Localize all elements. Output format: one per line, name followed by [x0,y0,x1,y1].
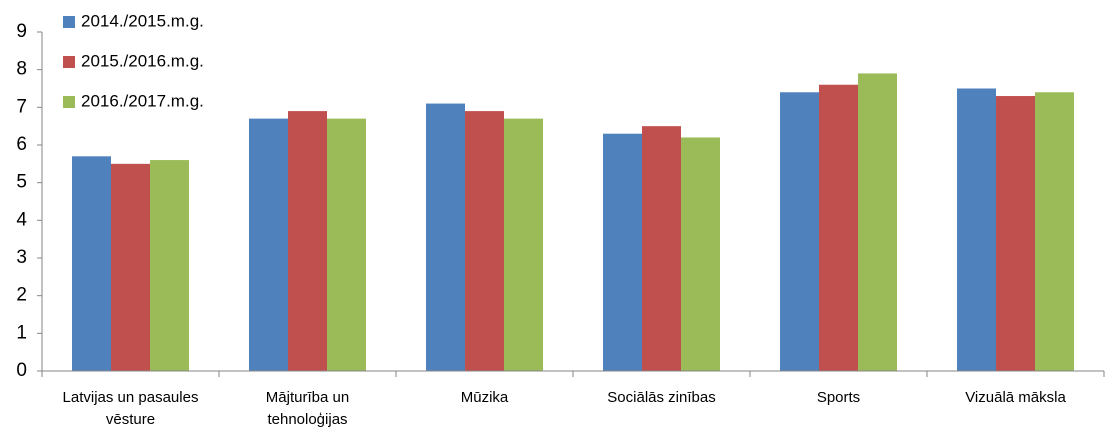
x-tick-label: Latvijas un pasaules [63,389,199,406]
legend-label: 2015./2016.m.g. [81,51,204,70]
x-tick-label: Mūzika [461,389,509,406]
bar [504,118,543,371]
x-tick-label: Vizuālā māksla [965,389,1066,406]
bar [858,73,897,371]
legend-swatch [63,56,75,68]
y-tick-label: 5 [16,172,27,193]
legend-swatch [63,96,75,108]
y-tick-label: 2 [16,285,27,306]
bar [1035,92,1074,372]
bar [465,111,504,371]
y-tick-label: 3 [16,247,27,268]
bar [249,118,288,371]
y-tick-label: 8 [16,59,27,80]
y-tick-label: 0 [16,360,27,381]
bar [780,92,819,372]
bar [72,156,111,371]
bar [819,84,858,371]
y-tick-label: 9 [16,21,27,42]
y-tick-label: 6 [16,134,27,155]
bar [150,160,189,371]
x-tick-label: tehnoloģijas [267,411,347,428]
bar [996,96,1035,372]
bar [111,163,150,371]
x-tick-label: vēsture [106,411,155,428]
bar [642,126,681,372]
legend-label: 2014./2015.m.g. [81,11,204,30]
legend-label: 2016./2017.m.g. [81,91,204,110]
y-tick-label: 7 [16,96,27,117]
legend-swatch [63,16,75,28]
bar [681,137,720,371]
y-tick-label: 1 [16,322,27,343]
bar [957,88,996,371]
x-tick-label: Mājturība un [266,389,349,406]
x-tick-label: Sociālās zinības [607,389,715,406]
y-tick-label: 4 [16,209,27,230]
bar [603,133,642,371]
bar [426,103,465,372]
bar [327,118,366,371]
bar [288,111,327,371]
x-tick-label: Sports [817,389,860,406]
